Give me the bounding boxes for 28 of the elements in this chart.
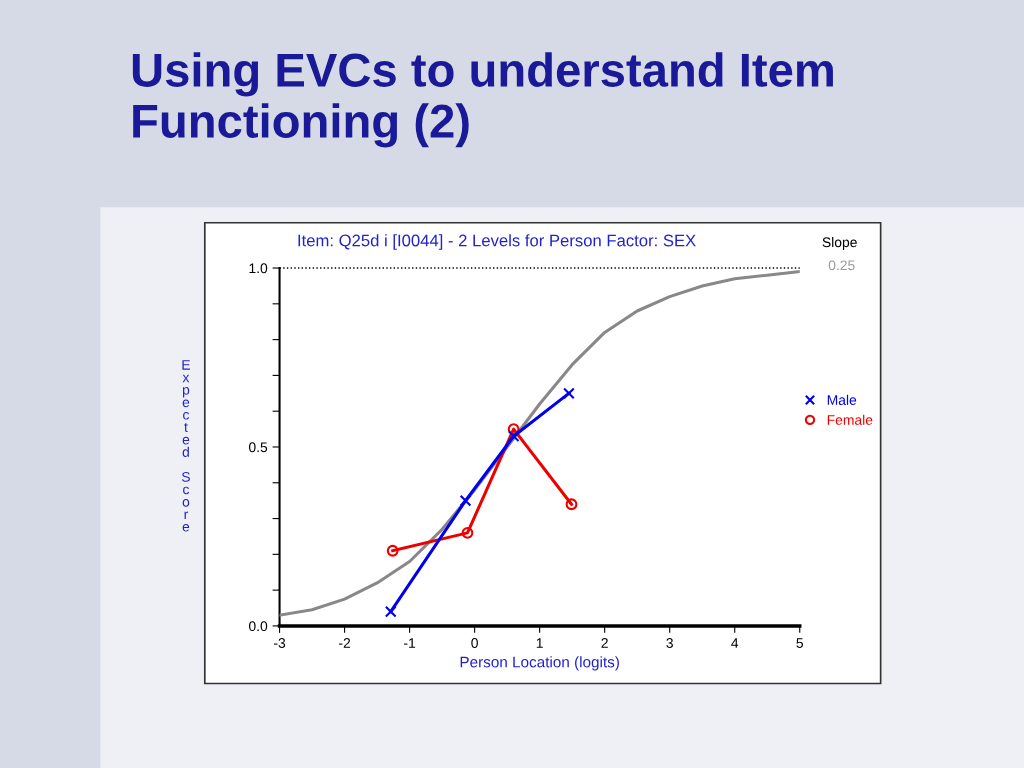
point — [507, 430, 520, 443]
legend-label: Female — [827, 414, 873, 425]
x-tick-label: 3 — [666, 638, 673, 648]
chart-title: Using EVCs to understand Item Functioning (2) — [132, 52, 833, 148]
point — [507, 423, 520, 435]
text: Slope — [822, 236, 857, 250]
point — [384, 605, 397, 618]
x-tick-label: -3 — [273, 638, 286, 648]
point — [459, 494, 472, 507]
x-tick-label: 4 — [731, 638, 739, 648]
x-tick-label: -1 — [404, 638, 416, 648]
x-tick-label: 2 — [601, 638, 608, 648]
legend-label: Male — [827, 394, 857, 405]
text: 0.25 — [828, 260, 855, 271]
point — [461, 526, 474, 539]
point — [565, 498, 578, 511]
x-tick-label: 0 — [471, 638, 478, 648]
x-tick-label: 5 — [796, 638, 804, 648]
point — [386, 544, 399, 557]
y-tick-label: 1.0 — [249, 263, 268, 274]
x-axis-title: Person Location (logits) — [460, 656, 619, 671]
text: Expected Score — [181, 360, 190, 532]
chart-subtitle: Item: Q25d i [I0044] - 2 Levels for Person Factor: SEX — [298, 234, 696, 250]
point — [563, 387, 575, 400]
y-tick-label: 0.0 — [248, 621, 268, 632]
y-tick-label: 0.5 — [248, 442, 268, 453]
x-tick-label: -2 — [339, 638, 351, 648]
x-tick-label: 1 — [536, 638, 543, 648]
